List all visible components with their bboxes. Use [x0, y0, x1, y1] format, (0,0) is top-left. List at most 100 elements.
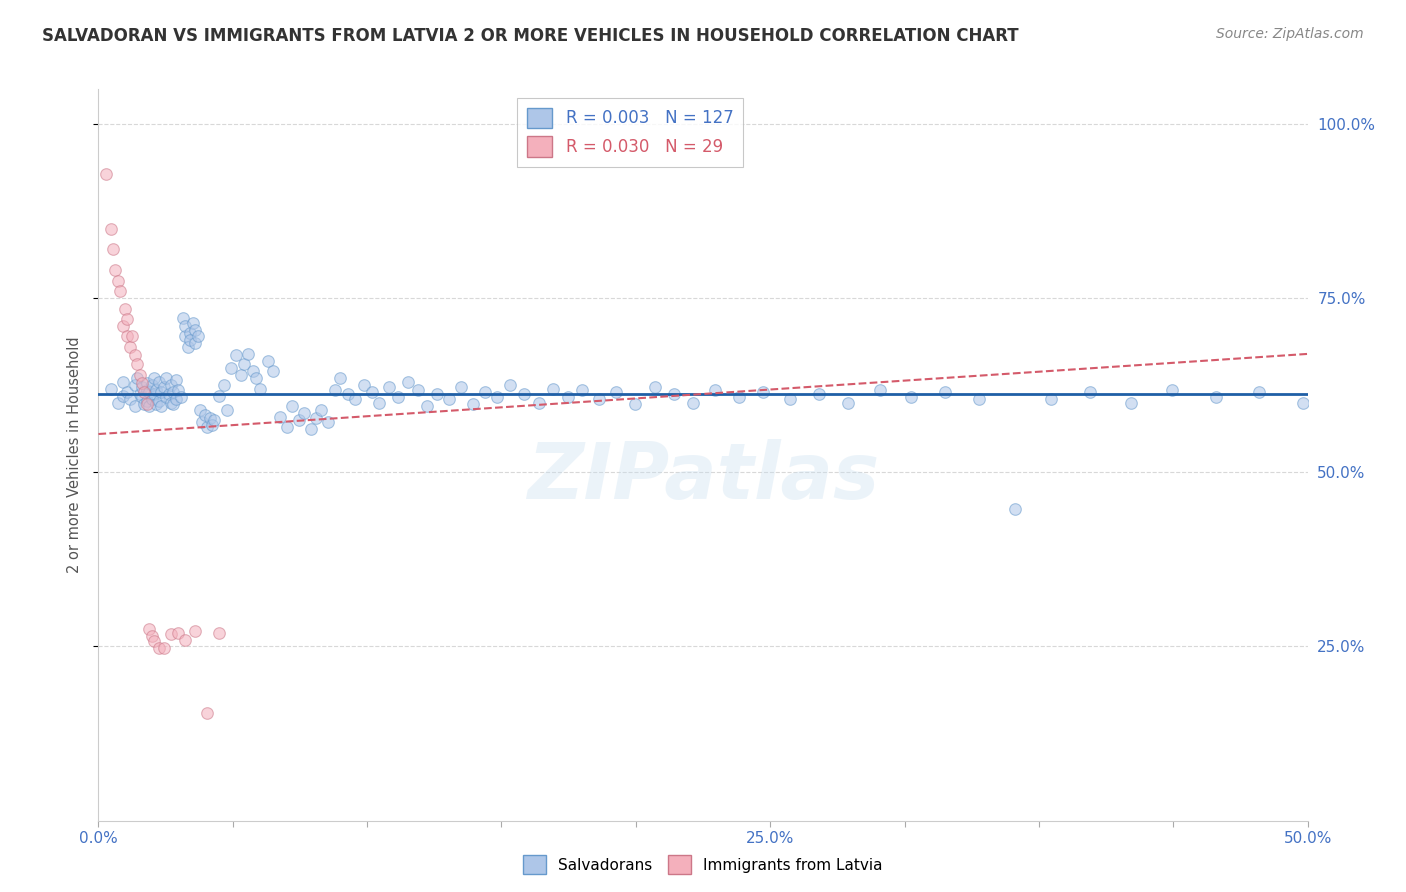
Point [143, 371, 166, 385]
Point [325, 383, 347, 397]
Point [288, 413, 311, 427]
Point [100, 382, 122, 396]
Point [167, 625, 190, 640]
Point [225, 348, 247, 362]
Point [245, 371, 267, 385]
Point [808, 387, 831, 401]
Point [305, 411, 328, 425]
Point [114, 301, 136, 316]
Point [624, 397, 647, 411]
Point [1249, 385, 1271, 400]
Point [967, 392, 990, 407]
Point [541, 382, 564, 396]
Point [160, 627, 183, 641]
Point [187, 329, 209, 343]
Point [256, 354, 278, 368]
Point [150, 385, 173, 400]
Text: Source: ZipAtlas.com: Source: ZipAtlas.com [1216, 27, 1364, 41]
Point [160, 378, 183, 392]
Point [779, 392, 801, 407]
Point [605, 385, 627, 400]
Point [208, 625, 231, 640]
Point [396, 375, 419, 389]
Point [184, 336, 207, 351]
Point [195, 706, 218, 720]
Point [143, 634, 166, 648]
Point [169, 390, 191, 404]
Point [145, 383, 167, 397]
Point [498, 378, 520, 392]
Point [150, 399, 173, 413]
Point [127, 371, 149, 385]
Point [682, 395, 704, 409]
Point [155, 371, 177, 385]
Point [276, 420, 298, 434]
Point [141, 392, 163, 407]
Point [94, 167, 117, 181]
Point [174, 329, 197, 343]
Point [128, 387, 150, 401]
Point [238, 347, 260, 361]
Point [108, 284, 131, 298]
Point [138, 399, 160, 413]
Point [269, 409, 291, 424]
Point [437, 392, 460, 407]
Point [101, 243, 124, 257]
Point [152, 380, 174, 394]
Point [118, 340, 141, 354]
Point [107, 274, 129, 288]
Point [172, 310, 194, 325]
Point [124, 399, 146, 413]
Point [117, 329, 139, 343]
Point [138, 385, 160, 400]
Point [353, 378, 375, 392]
Point [281, 399, 304, 413]
Point [134, 385, 156, 400]
Point [194, 408, 217, 422]
Point [377, 380, 399, 394]
Point [360, 385, 382, 400]
Point [869, 383, 891, 397]
Point [111, 375, 134, 389]
Point [117, 385, 139, 400]
Point [145, 397, 167, 411]
Legend: Salvadorans, Immigrants from Latvia: Salvadorans, Immigrants from Latvia [517, 849, 889, 880]
Point [131, 376, 153, 391]
Point [128, 368, 150, 382]
Point [752, 385, 775, 400]
Point [162, 385, 184, 400]
Point [179, 326, 201, 340]
Point [118, 392, 141, 407]
Point [148, 394, 170, 409]
Point [134, 397, 156, 411]
Point [329, 371, 352, 385]
Point [463, 397, 485, 411]
Point [174, 632, 197, 647]
Point [728, 390, 751, 404]
Point [138, 622, 160, 636]
Point [343, 392, 366, 407]
Point [588, 392, 610, 407]
Point [232, 357, 254, 371]
Point [198, 411, 221, 425]
Point [167, 383, 190, 397]
Point [299, 422, 322, 436]
Point [117, 312, 139, 326]
Point [662, 387, 685, 401]
Point [124, 378, 146, 392]
Point [160, 395, 183, 409]
Point [1040, 392, 1063, 407]
Point [107, 395, 129, 409]
Point [179, 333, 201, 347]
Point [368, 395, 391, 409]
Point [426, 387, 449, 401]
Point [188, 402, 211, 417]
Point [1119, 395, 1142, 409]
Point [900, 390, 922, 404]
Point [292, 406, 315, 420]
Point [229, 368, 252, 382]
Point [174, 319, 197, 334]
Point [1292, 395, 1315, 409]
Point [513, 387, 536, 401]
Point [177, 340, 200, 354]
